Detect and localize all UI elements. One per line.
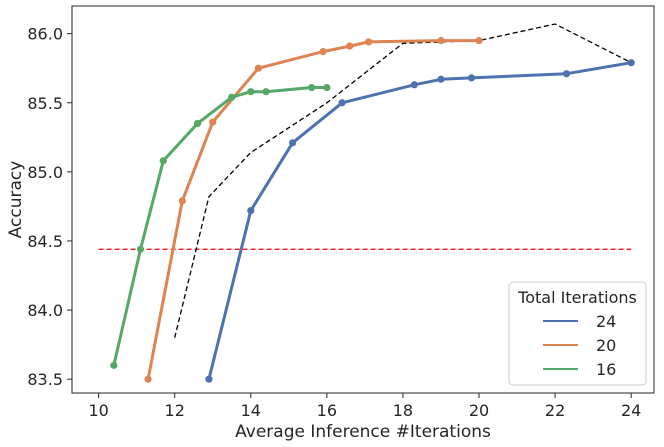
legend-title: Total Iterations xyxy=(517,288,637,307)
x-tick-label: 18 xyxy=(393,401,413,420)
data-point-20 xyxy=(319,48,327,56)
data-point-24 xyxy=(410,81,418,89)
data-point-20 xyxy=(475,36,483,45)
legend-label-20: 20 xyxy=(596,336,616,355)
x-tick-label: 20 xyxy=(469,401,489,420)
envelope-dashed-line xyxy=(174,23,632,338)
x-tick-label: 22 xyxy=(545,401,565,420)
data-point-24 xyxy=(437,75,445,83)
data-point-20 xyxy=(437,36,445,45)
x-axis-label: Average Inference #Iterations xyxy=(235,422,491,442)
x-tick-label: 10 xyxy=(88,401,108,420)
data-point-24 xyxy=(205,375,213,383)
y-tick-label: 84.0 xyxy=(27,301,63,320)
data-point-20 xyxy=(346,42,354,50)
reference-lines xyxy=(98,23,632,338)
y-tick-label: 83.5 xyxy=(27,370,63,389)
data-point-24 xyxy=(247,206,255,215)
y-tick-label: 85.5 xyxy=(27,94,63,113)
x-tick-label: 16 xyxy=(317,401,337,420)
data-point-24 xyxy=(289,139,297,147)
data-point-16 xyxy=(308,83,316,92)
data-point-16 xyxy=(247,88,255,96)
data-point-20 xyxy=(254,64,262,72)
y-tick-label: 84.5 xyxy=(27,232,63,251)
legend-label-16: 16 xyxy=(596,360,616,379)
x-tick-label: 12 xyxy=(165,401,185,420)
x-axis: 10 12 14 16 18 20 22 24 xyxy=(88,393,641,420)
y-tick-label: 85.0 xyxy=(27,163,63,182)
data-point-16 xyxy=(228,93,236,101)
data-point-16 xyxy=(193,119,202,128)
series-points xyxy=(110,36,635,383)
legend-label-24: 24 xyxy=(596,312,616,331)
data-point-20 xyxy=(365,38,373,46)
data-point-16 xyxy=(159,157,167,165)
data-point-16 xyxy=(262,88,270,96)
x-tick-label: 14 xyxy=(241,401,261,420)
y-tick-label: 86.0 xyxy=(27,25,63,44)
legend-items: 24 20 16 xyxy=(543,312,616,379)
data-point-24 xyxy=(562,70,571,78)
data-point-16 xyxy=(136,245,145,253)
x-tick-label: 24 xyxy=(621,401,641,420)
data-point-16 xyxy=(323,83,331,92)
data-point-20 xyxy=(178,197,186,205)
legend-box xyxy=(508,281,647,386)
plot-frame xyxy=(71,5,655,394)
y-axis-label: Accuracy xyxy=(6,161,26,239)
data-point-20 xyxy=(144,375,152,383)
data-point-20 xyxy=(209,118,217,126)
data-point-24 xyxy=(627,59,635,67)
data-point-24 xyxy=(467,74,476,82)
data-point-24 xyxy=(338,99,346,107)
legend: Total Iterations 24 20 16 xyxy=(508,281,647,386)
y-axis: 83.5 84.0 84.5 85.0 85.5 86.0 xyxy=(27,25,72,389)
data-point-16 xyxy=(110,361,118,369)
